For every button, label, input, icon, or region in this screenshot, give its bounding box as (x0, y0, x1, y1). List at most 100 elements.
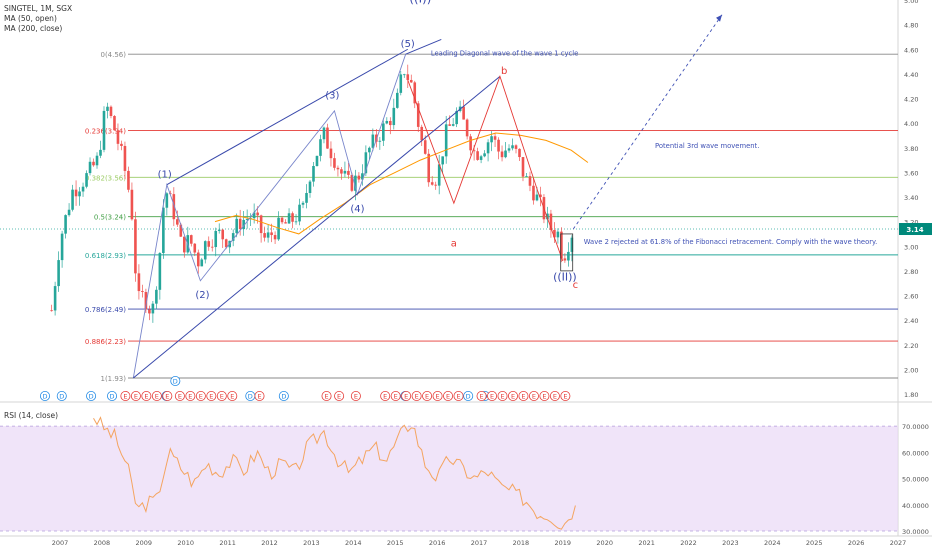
candle-body (420, 126, 424, 141)
candle-body (504, 150, 507, 158)
candle-body (217, 229, 221, 231)
earnings-marker (560, 390, 571, 401)
earnings-marker (422, 390, 433, 401)
ma50-line[interactable] (214, 132, 589, 235)
year-tick-label: 2017 (471, 539, 488, 547)
candle-body (141, 291, 144, 292)
ma200-label: MA (200, close) (4, 24, 63, 33)
candle-body (560, 231, 563, 259)
candle-body (85, 173, 88, 187)
candle-body (176, 219, 179, 225)
earnings-marker-label: E (563, 392, 567, 400)
candle-body (130, 189, 134, 220)
candle-body (532, 185, 535, 201)
earnings-marker-label: E (446, 392, 450, 400)
fib-level-label: 0.886(2.23) (85, 338, 126, 346)
dividend-marker-label: D (59, 392, 64, 400)
annotation-leading-diagonal: Leading Diagonal wave of the wave 1 cycl… (431, 49, 579, 57)
candle-body (329, 148, 333, 159)
rsi-line[interactable] (93, 416, 576, 530)
event-markers[interactable]: DDDDDDDDDDDEEEEEEEEEEEEEEEEEEEEEEEEEEEEE… (40, 375, 571, 401)
year-tick-label: 2010 (177, 539, 194, 547)
wave-drawings[interactable] (132, 14, 723, 379)
wave-label: (4) (350, 204, 364, 215)
candle-body (294, 221, 298, 223)
wave-label: c (573, 280, 579, 291)
earnings-marker-label: E (415, 392, 419, 400)
year-tick-label: 2027 (890, 539, 907, 547)
year-tick-label: 2022 (680, 539, 697, 547)
candle-body (462, 106, 465, 120)
candle-body (368, 147, 371, 153)
candle-body (427, 153, 431, 183)
candle-body (301, 202, 305, 205)
candle-body (53, 286, 57, 311)
price-tick-label: 2.60 (904, 293, 918, 301)
candle-body (350, 174, 354, 191)
dividend-marker (463, 390, 474, 401)
price-tick-label: 4.80 (904, 22, 918, 30)
dividend-marker-label: D (466, 392, 471, 400)
year-tick-label: 2023 (722, 539, 739, 547)
price-tick-label: 3.40 (904, 194, 918, 202)
earnings-marker (185, 390, 196, 401)
year-tick-label: 2009 (136, 539, 153, 547)
price-tick-label: 2.40 (904, 317, 918, 325)
earnings-marker-label: E (480, 392, 484, 400)
earnings-marker-label: E (199, 392, 203, 400)
candle-body (252, 212, 256, 219)
rsi-band (0, 426, 898, 531)
candle-body (486, 142, 490, 154)
candle-body (535, 194, 539, 201)
candle-body (409, 79, 413, 83)
earnings-marker (528, 390, 539, 401)
wave-zigzag (132, 54, 407, 379)
candle-body (511, 145, 514, 149)
earnings-marker-label: E (230, 392, 234, 400)
wave-i-arrow (405, 38, 442, 55)
candle-body (525, 176, 528, 177)
candle-body (441, 156, 444, 165)
year-tick-label: 2026 (848, 539, 865, 547)
earnings-marker (476, 390, 487, 401)
year-tick-label: 2016 (429, 539, 446, 547)
dividend-marker (40, 390, 51, 401)
annotation-wave2-rejection: Wave 2 rejected at 61.8% of the Fibonacc… (584, 238, 877, 246)
fib-level-label: 0.786(2.49) (85, 306, 126, 314)
candle-body (549, 213, 553, 230)
dividend-marker-label: D (89, 392, 94, 400)
earnings-marker-label: E (123, 392, 127, 400)
wave-label: (1) (158, 169, 172, 180)
fib-level-label: 0.5(3.24) (94, 214, 126, 222)
candle-body (514, 145, 518, 149)
earnings-marker-label: E (521, 392, 525, 400)
candle-body (60, 233, 64, 261)
diagonal-lower-line (133, 75, 501, 379)
rsi-tick-label: 30.0000 (902, 528, 929, 536)
candle-body (354, 175, 357, 191)
candle-body (113, 116, 116, 131)
candle-body (336, 167, 340, 170)
candle-body (221, 229, 225, 240)
candle-body (361, 173, 364, 180)
wave-label: (3) (325, 91, 339, 102)
last-price-value: 3.14 (906, 226, 923, 234)
earnings-marker (151, 390, 162, 401)
year-tick-label: 2020 (596, 539, 613, 547)
last-price-badge (899, 223, 932, 236)
candle-body (413, 82, 417, 104)
earnings-marker-label: E (553, 392, 557, 400)
price-tick-label: 2.20 (904, 342, 918, 350)
candle-body (291, 213, 294, 222)
candle-body (155, 289, 158, 304)
candle-body (81, 186, 85, 192)
wave-label: (2) (195, 290, 209, 301)
dividend-marker-label: D (110, 392, 115, 400)
year-tick-label: 2024 (764, 539, 781, 547)
candle-body (472, 150, 476, 152)
candle-body (106, 106, 109, 111)
earnings-marker-label: E (404, 392, 408, 400)
price-tick-label: 3.00 (904, 243, 918, 251)
candle-body (298, 204, 301, 222)
